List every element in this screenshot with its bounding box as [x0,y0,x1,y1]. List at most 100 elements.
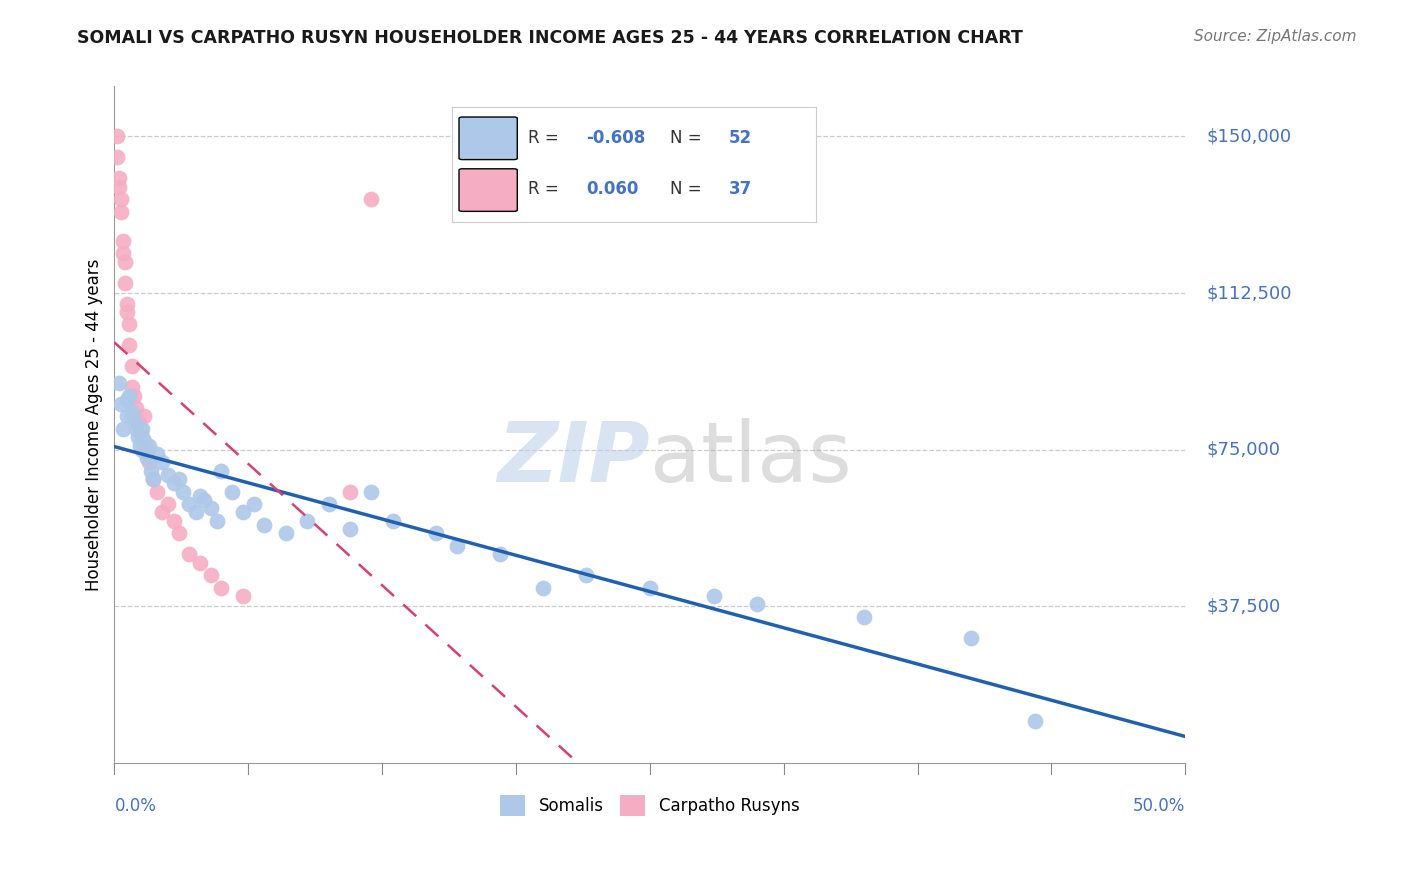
Point [232,589,254,603]
Point [188,556,211,570]
Point [114,276,136,290]
Point [121,380,143,394]
Point [339,484,361,499]
Point [167,472,190,486]
Point [107,179,129,194]
Point [146,484,169,499]
Point [446,539,468,553]
Point [142,472,165,486]
Point [118,388,141,402]
Text: Source: ZipAtlas.com: Source: ZipAtlas.com [1194,29,1357,44]
Point [135,442,157,457]
Point [205,514,228,528]
Point [163,476,186,491]
Point [200,568,222,582]
Text: $112,500: $112,500 [1206,285,1292,302]
Point [111,422,134,436]
Point [425,526,447,541]
Point [129,422,152,436]
Text: atlas: atlas [650,418,852,500]
Point [638,581,661,595]
Point [121,405,143,419]
Point [107,171,129,186]
Point [105,150,128,164]
Point [131,430,153,444]
Y-axis label: Householder Income Ages 25 - 44 years: Householder Income Ages 25 - 44 years [86,259,103,591]
Point [339,522,361,536]
Point [274,526,297,541]
Point [129,439,152,453]
Point [295,514,318,528]
Point [117,305,139,319]
Point [156,497,179,511]
Point [853,610,876,624]
Point [211,581,233,595]
Point [122,413,145,427]
Point [134,409,156,424]
Point [211,464,233,478]
Point [360,192,382,206]
Text: 50.0%: 50.0% [1133,797,1185,815]
Text: SOMALI VS CARPATHO RUSYN HOUSEHOLDER INCOME AGES 25 - 44 YEARS CORRELATION CHART: SOMALI VS CARPATHO RUSYN HOUSEHOLDER INC… [77,29,1024,46]
Point [150,455,173,469]
Text: ZIP: ZIP [498,418,650,500]
Point [117,296,139,310]
Text: $37,500: $37,500 [1206,598,1281,615]
Point [121,359,143,374]
Point [117,392,139,407]
Point [138,439,160,453]
Point [114,255,136,269]
Text: $150,000: $150,000 [1206,128,1292,145]
Point [125,422,148,436]
Point [142,472,165,486]
Point [531,581,554,595]
Point [232,506,254,520]
Point [135,451,157,466]
Point [179,497,201,511]
Point [703,589,725,603]
Point [118,318,141,332]
Point [111,246,134,260]
Point [1024,714,1046,729]
Point [360,484,382,499]
Point [146,447,169,461]
Point [200,501,222,516]
Point [156,467,179,482]
Point [118,338,141,352]
Point [122,388,145,402]
Point [110,204,132,219]
Point [184,506,207,520]
Point [127,413,149,427]
Point [139,464,162,478]
Text: 0.0%: 0.0% [114,797,156,815]
Point [172,484,194,499]
Point [111,234,134,248]
Point [117,409,139,424]
Legend: Somalis, Carpatho Rusyns: Somalis, Carpatho Rusyns [494,789,806,822]
Point [110,192,132,206]
Point [489,547,512,561]
Point [127,430,149,444]
Point [179,547,201,561]
Point [745,598,768,612]
Point [138,455,160,469]
Point [253,518,276,533]
Point [163,514,186,528]
Point [131,422,153,436]
Point [318,497,340,511]
Point [381,514,404,528]
Point [193,492,215,507]
Point [242,497,264,511]
Point [150,506,173,520]
Point [960,631,983,645]
Point [167,526,190,541]
Point [105,129,128,144]
Text: $75,000: $75,000 [1206,441,1281,458]
Point [188,489,211,503]
Point [125,401,148,415]
Point [134,434,156,449]
Point [221,484,243,499]
Point [131,442,153,457]
Point [574,568,596,582]
Point [110,397,132,411]
